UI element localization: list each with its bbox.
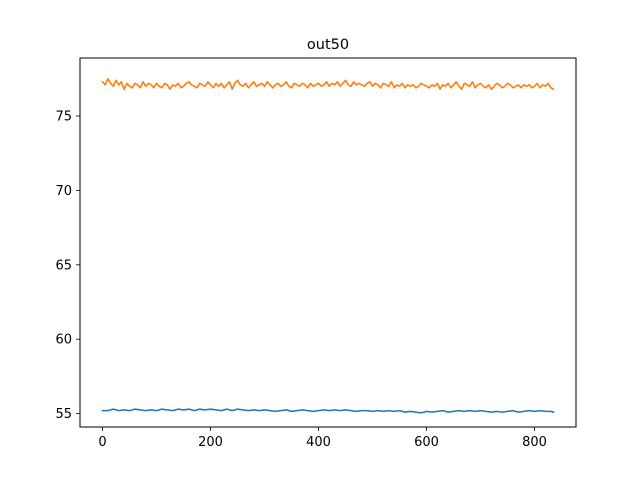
series-line-1	[101, 78, 555, 91]
y-tick-label: 70	[55, 184, 72, 199]
x-tick-label: 200	[198, 435, 223, 450]
y-tick-label: 60	[55, 333, 72, 348]
y-tick-label: 75	[55, 110, 72, 125]
series-line-2	[101, 408, 555, 414]
plot-area-frame	[79, 57, 577, 428]
chart-title: out50	[307, 37, 349, 53]
x-tick-label: 400	[306, 435, 331, 450]
y-tick-label: 65	[55, 258, 72, 273]
y-tick-label: 55	[55, 407, 72, 422]
series-layer	[101, 78, 555, 414]
x-tick-label: 800	[522, 435, 547, 450]
x-tick-label: 600	[414, 435, 439, 450]
axes-layer: 0 200 400 600 800 55 60 65 70 75	[55, 110, 547, 450]
x-tick-label: 0	[98, 435, 106, 450]
